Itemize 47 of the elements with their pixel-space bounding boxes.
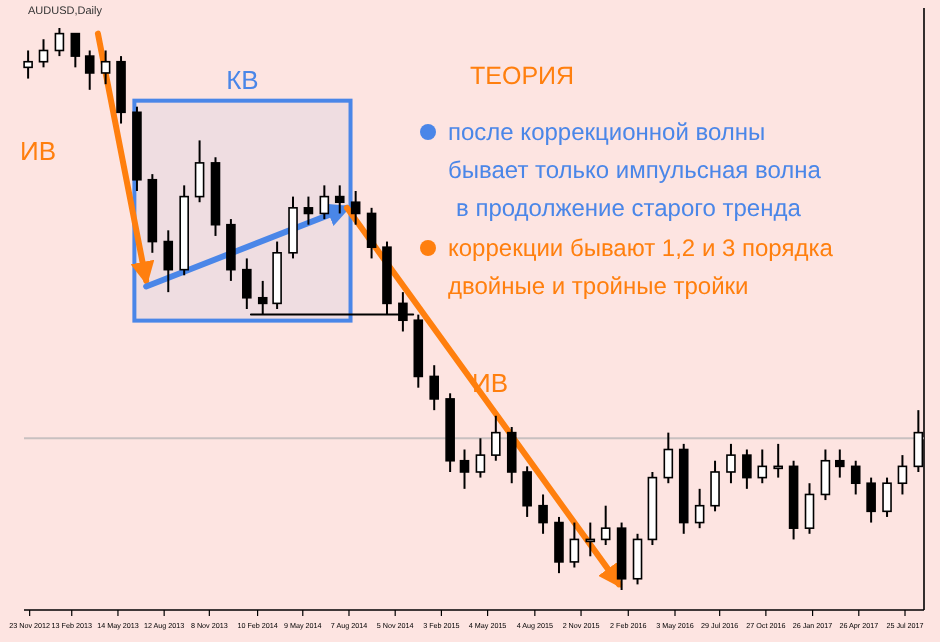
candlestick xyxy=(288,195,298,260)
candlestick xyxy=(757,448,768,485)
candlestick xyxy=(882,476,892,518)
candlestick xyxy=(38,38,49,69)
candlestick xyxy=(303,195,314,226)
candlestick xyxy=(820,448,831,502)
candlestick xyxy=(773,442,783,479)
candlestick xyxy=(600,504,611,547)
annotation: ИВ xyxy=(20,136,57,166)
candlestick xyxy=(334,184,345,215)
candlestick xyxy=(835,448,845,479)
candlestick xyxy=(84,49,95,91)
candlestick xyxy=(429,364,440,412)
candlestick xyxy=(23,49,33,80)
candlestick xyxy=(554,515,564,575)
candlestick xyxy=(663,431,674,485)
candlestick xyxy=(694,487,705,530)
candlestick xyxy=(506,426,517,485)
candlestick xyxy=(585,521,596,558)
candlestick xyxy=(459,448,470,490)
annotation: ТЕОРИЯ xyxy=(470,62,575,90)
candlestick xyxy=(226,218,236,282)
candlestick xyxy=(491,414,501,462)
candlestick xyxy=(242,257,252,310)
candlestick xyxy=(319,184,330,221)
candlestick xyxy=(522,465,532,518)
candlestick xyxy=(804,482,815,535)
candlestick xyxy=(350,189,361,226)
candlestick xyxy=(100,49,111,86)
candlestick xyxy=(475,437,486,479)
candlestick xyxy=(632,532,643,586)
candlestick xyxy=(194,139,205,204)
candlestick xyxy=(70,32,81,69)
candlestick xyxy=(569,521,580,569)
candlestick xyxy=(54,27,65,58)
annotation: после коррекционной волны бывает только импульсная волна в продолжение старого тренда xyxy=(448,118,822,222)
candlestick xyxy=(897,454,908,496)
band-label: КВ xyxy=(226,64,259,95)
candlestick xyxy=(538,493,548,535)
candlestick xyxy=(163,229,174,294)
annotation: коррекции бывают 1,2 и 3 порядка двойные и тройные тройки xyxy=(448,234,834,300)
candlestick xyxy=(726,442,736,485)
candlestick xyxy=(710,459,720,513)
candlestick xyxy=(866,476,876,524)
candlestick xyxy=(366,206,377,260)
candlestick xyxy=(742,448,752,490)
candlestick xyxy=(850,459,861,496)
